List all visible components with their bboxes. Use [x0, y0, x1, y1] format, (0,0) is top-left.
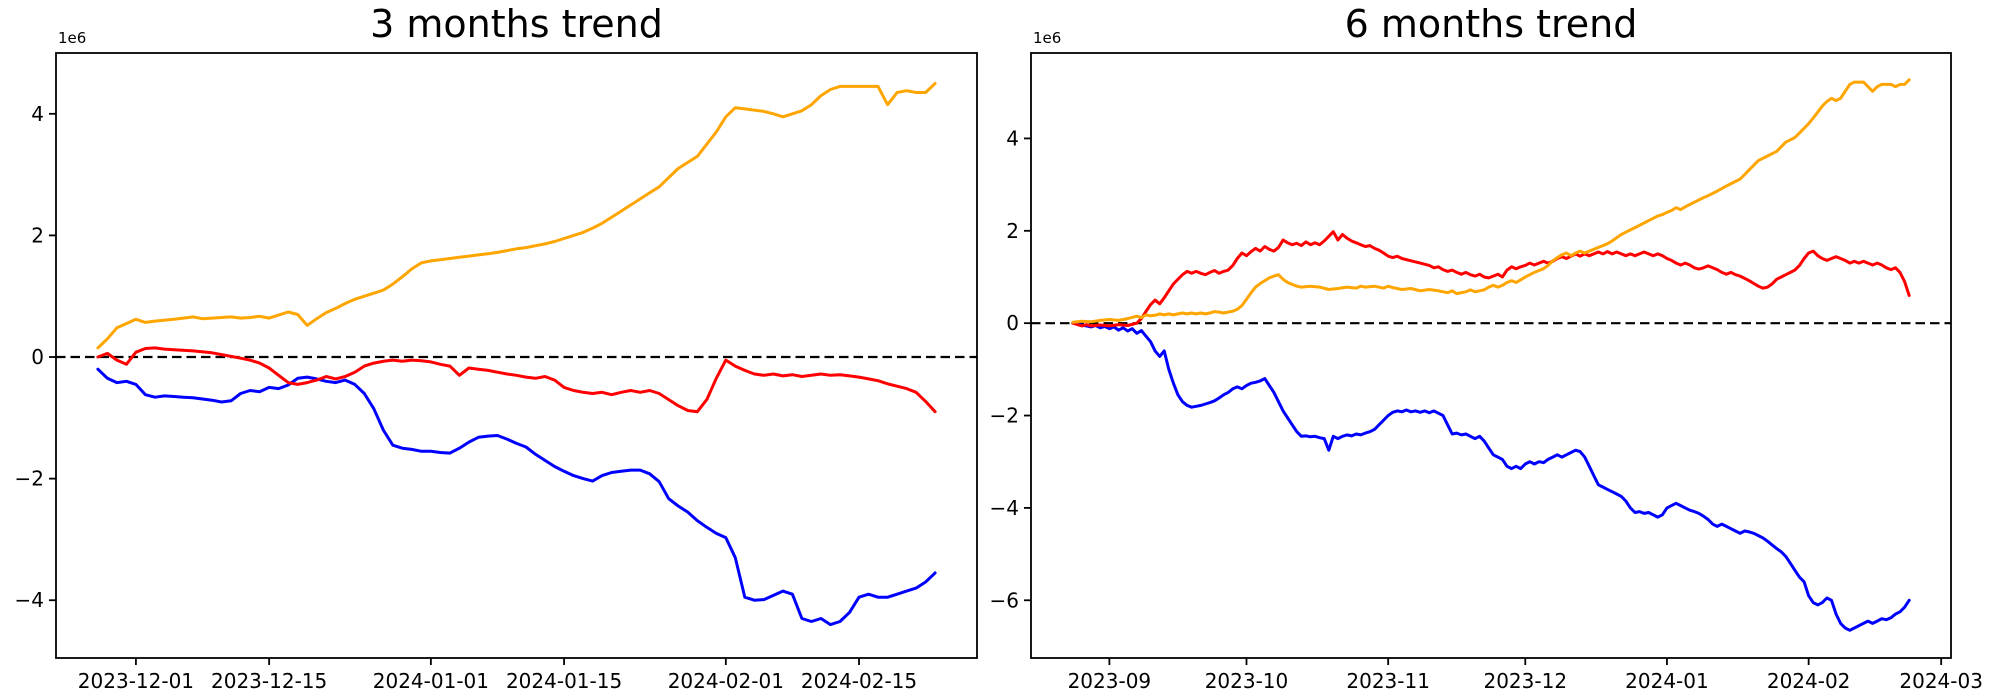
plot-area: [55, 52, 978, 659]
y-tick-label: 4: [31, 102, 44, 126]
series-line-blue: [96, 367, 937, 627]
x-tick-label: 2024-02: [1767, 669, 1851, 693]
y-tick-label: −4: [15, 588, 44, 612]
y-tick-label: 2: [1006, 219, 1019, 243]
x-tick-label: 2024-01: [1625, 669, 1709, 693]
chart-title-3-months: 3 months trend: [370, 2, 663, 46]
x-tick-label: 2024-02-01: [668, 669, 784, 693]
y-axis-offset-label-left: 1e6: [58, 29, 87, 47]
plot-area: [1030, 52, 1952, 659]
x-tick-label: 2023-12-01: [78, 669, 194, 693]
x-tick-label: 2024-02-15: [801, 669, 917, 693]
chart-title-6-months: 6 months trend: [1344, 2, 1638, 46]
y-tick-label: −4: [990, 496, 1019, 520]
series-line-orange: [1071, 78, 1911, 324]
y-axis-offset-label-right: 1e6: [1033, 29, 1062, 47]
y-tick-label: 2: [31, 223, 44, 247]
y-tick-label: −2: [15, 467, 44, 491]
y-tick-label: −6: [990, 588, 1019, 612]
x-tick-label: 2023-12: [1483, 669, 1567, 693]
series-line-orange: [96, 81, 937, 350]
series-line-red: [1071, 230, 1911, 328]
x-tick-label: 2023-10: [1205, 669, 1289, 693]
series-line-red: [96, 346, 937, 414]
x-tick-label: 2023-09: [1068, 669, 1152, 693]
x-tick-label: 2023-12-15: [211, 669, 327, 693]
x-tick-label: 2024-01-01: [373, 669, 489, 693]
y-tick-label: 0: [31, 345, 44, 369]
y-tick-label: 0: [1006, 311, 1019, 335]
x-tick-label: 2024-01-15: [506, 669, 622, 693]
x-tick-label: 2023-11: [1346, 669, 1430, 693]
y-tick-label: 4: [1006, 126, 1019, 150]
y-tick-label: −2: [990, 404, 1019, 428]
series-line-blue: [1071, 321, 1911, 632]
x-tick-label: 2024-03: [1899, 669, 1983, 693]
